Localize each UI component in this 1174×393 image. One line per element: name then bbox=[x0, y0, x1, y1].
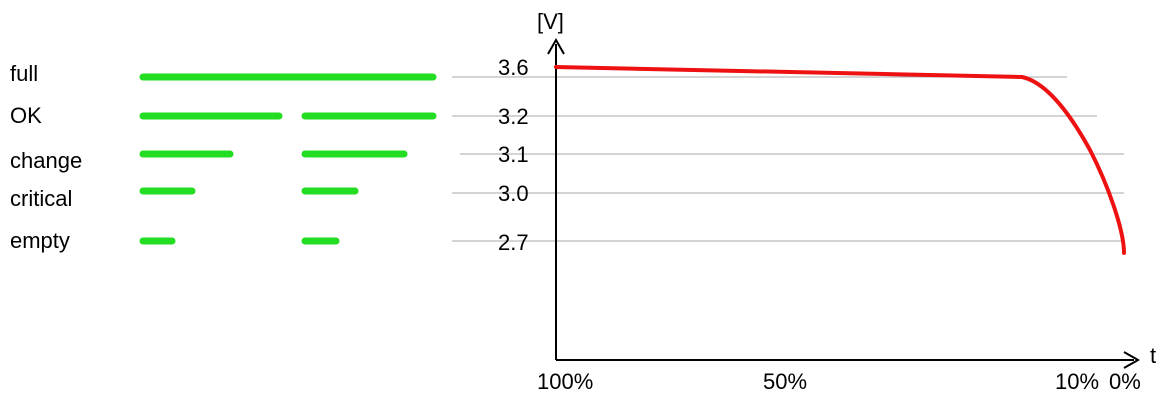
y-tick-label: 3.0 bbox=[498, 181, 529, 206]
discharge-curve bbox=[554, 65, 1126, 255]
y-axis-label: [V] bbox=[537, 9, 564, 34]
level-label-change: change bbox=[10, 148, 83, 173]
y-tick-label: 3.1 bbox=[498, 142, 529, 167]
level-label-empty: empty bbox=[10, 228, 70, 253]
gridlines bbox=[452, 76, 1124, 242]
x-axis-label: t bbox=[1150, 343, 1156, 368]
x-tick-label: 100% bbox=[537, 369, 593, 393]
x-tick-label: 50% bbox=[763, 369, 807, 393]
level-label-ok: OK bbox=[10, 103, 42, 128]
x-axis-arrow bbox=[1123, 351, 1141, 369]
level-label-full: full bbox=[10, 61, 39, 86]
axes bbox=[547, 37, 1141, 369]
x-tick-label: 0% bbox=[1109, 369, 1141, 393]
x-tick-label: 10% bbox=[1055, 369, 1099, 393]
y-tick-label: 2.7 bbox=[498, 230, 529, 255]
indicator-bars bbox=[139, 73, 437, 245]
y-axis-arrow bbox=[547, 37, 565, 55]
y-tick-label: 3.6 bbox=[498, 55, 529, 80]
y-tick-label: 3.2 bbox=[498, 104, 529, 129]
level-label-critical: critical bbox=[10, 186, 73, 211]
